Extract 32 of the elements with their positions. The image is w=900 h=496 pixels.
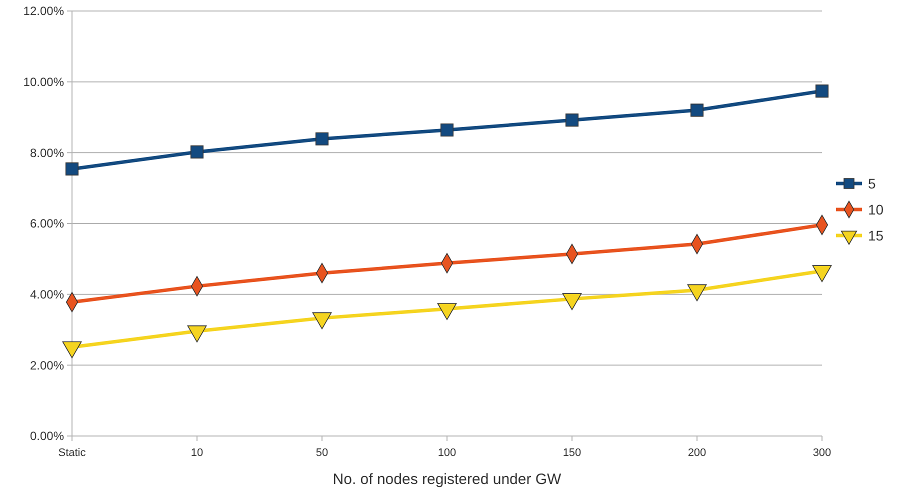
y-tick-label: 4.00% — [30, 288, 64, 302]
y-tick-label: 10.00% — [23, 75, 64, 90]
point — [65, 162, 79, 176]
point — [812, 265, 832, 282]
x-tick-label: Static — [58, 447, 86, 459]
point — [687, 284, 707, 302]
point — [315, 132, 329, 146]
x-tick-label: 200 — [688, 447, 706, 459]
legend-label: 15 — [868, 227, 884, 244]
x-tick-label: 300 — [812, 447, 832, 459]
y-tick-label: 12.00% — [23, 4, 64, 18]
x-tick-label: 50 — [316, 447, 328, 459]
point — [815, 84, 829, 98]
point — [562, 293, 582, 310]
point — [187, 325, 207, 342]
y-tick-label: 8.00% — [30, 146, 64, 160]
y-tick-label: 2.00% — [30, 358, 64, 372]
point — [440, 123, 454, 137]
legend-label: 5 — [868, 175, 876, 192]
x-axis-title: No. of nodes registered under GW — [332, 471, 562, 488]
x-tick-label: 150 — [562, 447, 582, 459]
legend-label: 10 — [868, 201, 884, 218]
x-tick-label: 100 — [438, 447, 456, 459]
point — [190, 145, 204, 158]
point — [62, 341, 82, 358]
point — [437, 303, 457, 320]
y-tick-label: 6.00% — [30, 216, 64, 231]
point — [312, 312, 332, 330]
x-tick-label: 10 — [190, 447, 204, 459]
y-tick-label: 0.00% — [30, 429, 64, 444]
point — [690, 104, 704, 117]
point — [565, 114, 579, 127]
